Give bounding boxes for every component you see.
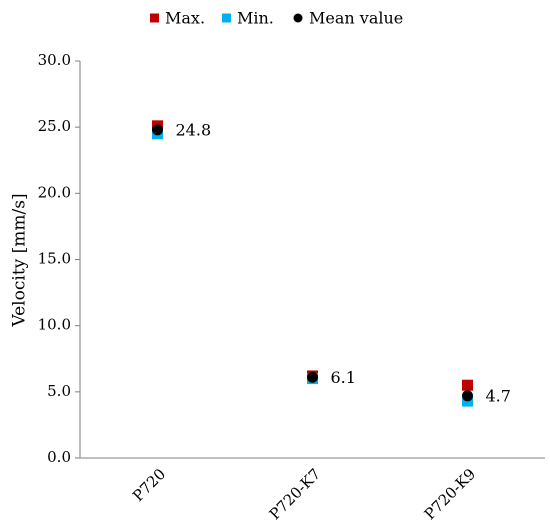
y-axis-ticks: 0.0 5.0 10.0 15.0 20.0 25.0 30.0: [38, 51, 80, 466]
y-tick-label: 10.0: [38, 316, 71, 334]
legend: Max. Min. Mean value: [150, 9, 403, 28]
legend-label: Max.: [165, 9, 205, 28]
y-tick-label: 0.0: [47, 448, 71, 466]
y-tick-label: 30.0: [38, 51, 71, 69]
legend-marker: [150, 13, 159, 23]
point-max: [462, 379, 473, 391]
legend-marker: [293, 13, 303, 23]
data-label: 6.1: [331, 368, 356, 387]
legend-marker: [222, 13, 231, 23]
point-mean-value: [152, 124, 163, 136]
x-tick-label: P720-K7: [266, 465, 324, 523]
data-labels: 24.8 6.1 4.7: [176, 120, 511, 405]
point-mean-value: [462, 390, 473, 402]
data-label: 4.7: [486, 386, 511, 405]
data-label: 24.8: [176, 120, 212, 139]
x-tick-label: P720-K9: [421, 465, 479, 523]
y-tick-label: 15.0: [38, 250, 71, 268]
data-points: [152, 120, 473, 407]
legend-label: Min.: [237, 9, 274, 28]
x-axis-ticks: P720 P720-K7 P720-K9: [129, 465, 479, 523]
y-tick-label: 5.0: [47, 382, 71, 400]
y-tick-label: 25.0: [38, 117, 71, 135]
legend-label: Mean value: [309, 9, 403, 28]
y-axis-label: Velocity [mm/s]: [10, 193, 30, 327]
point-mean-value: [307, 371, 318, 383]
x-tick-label: P720: [129, 465, 169, 505]
y-tick-label: 20.0: [38, 183, 71, 201]
